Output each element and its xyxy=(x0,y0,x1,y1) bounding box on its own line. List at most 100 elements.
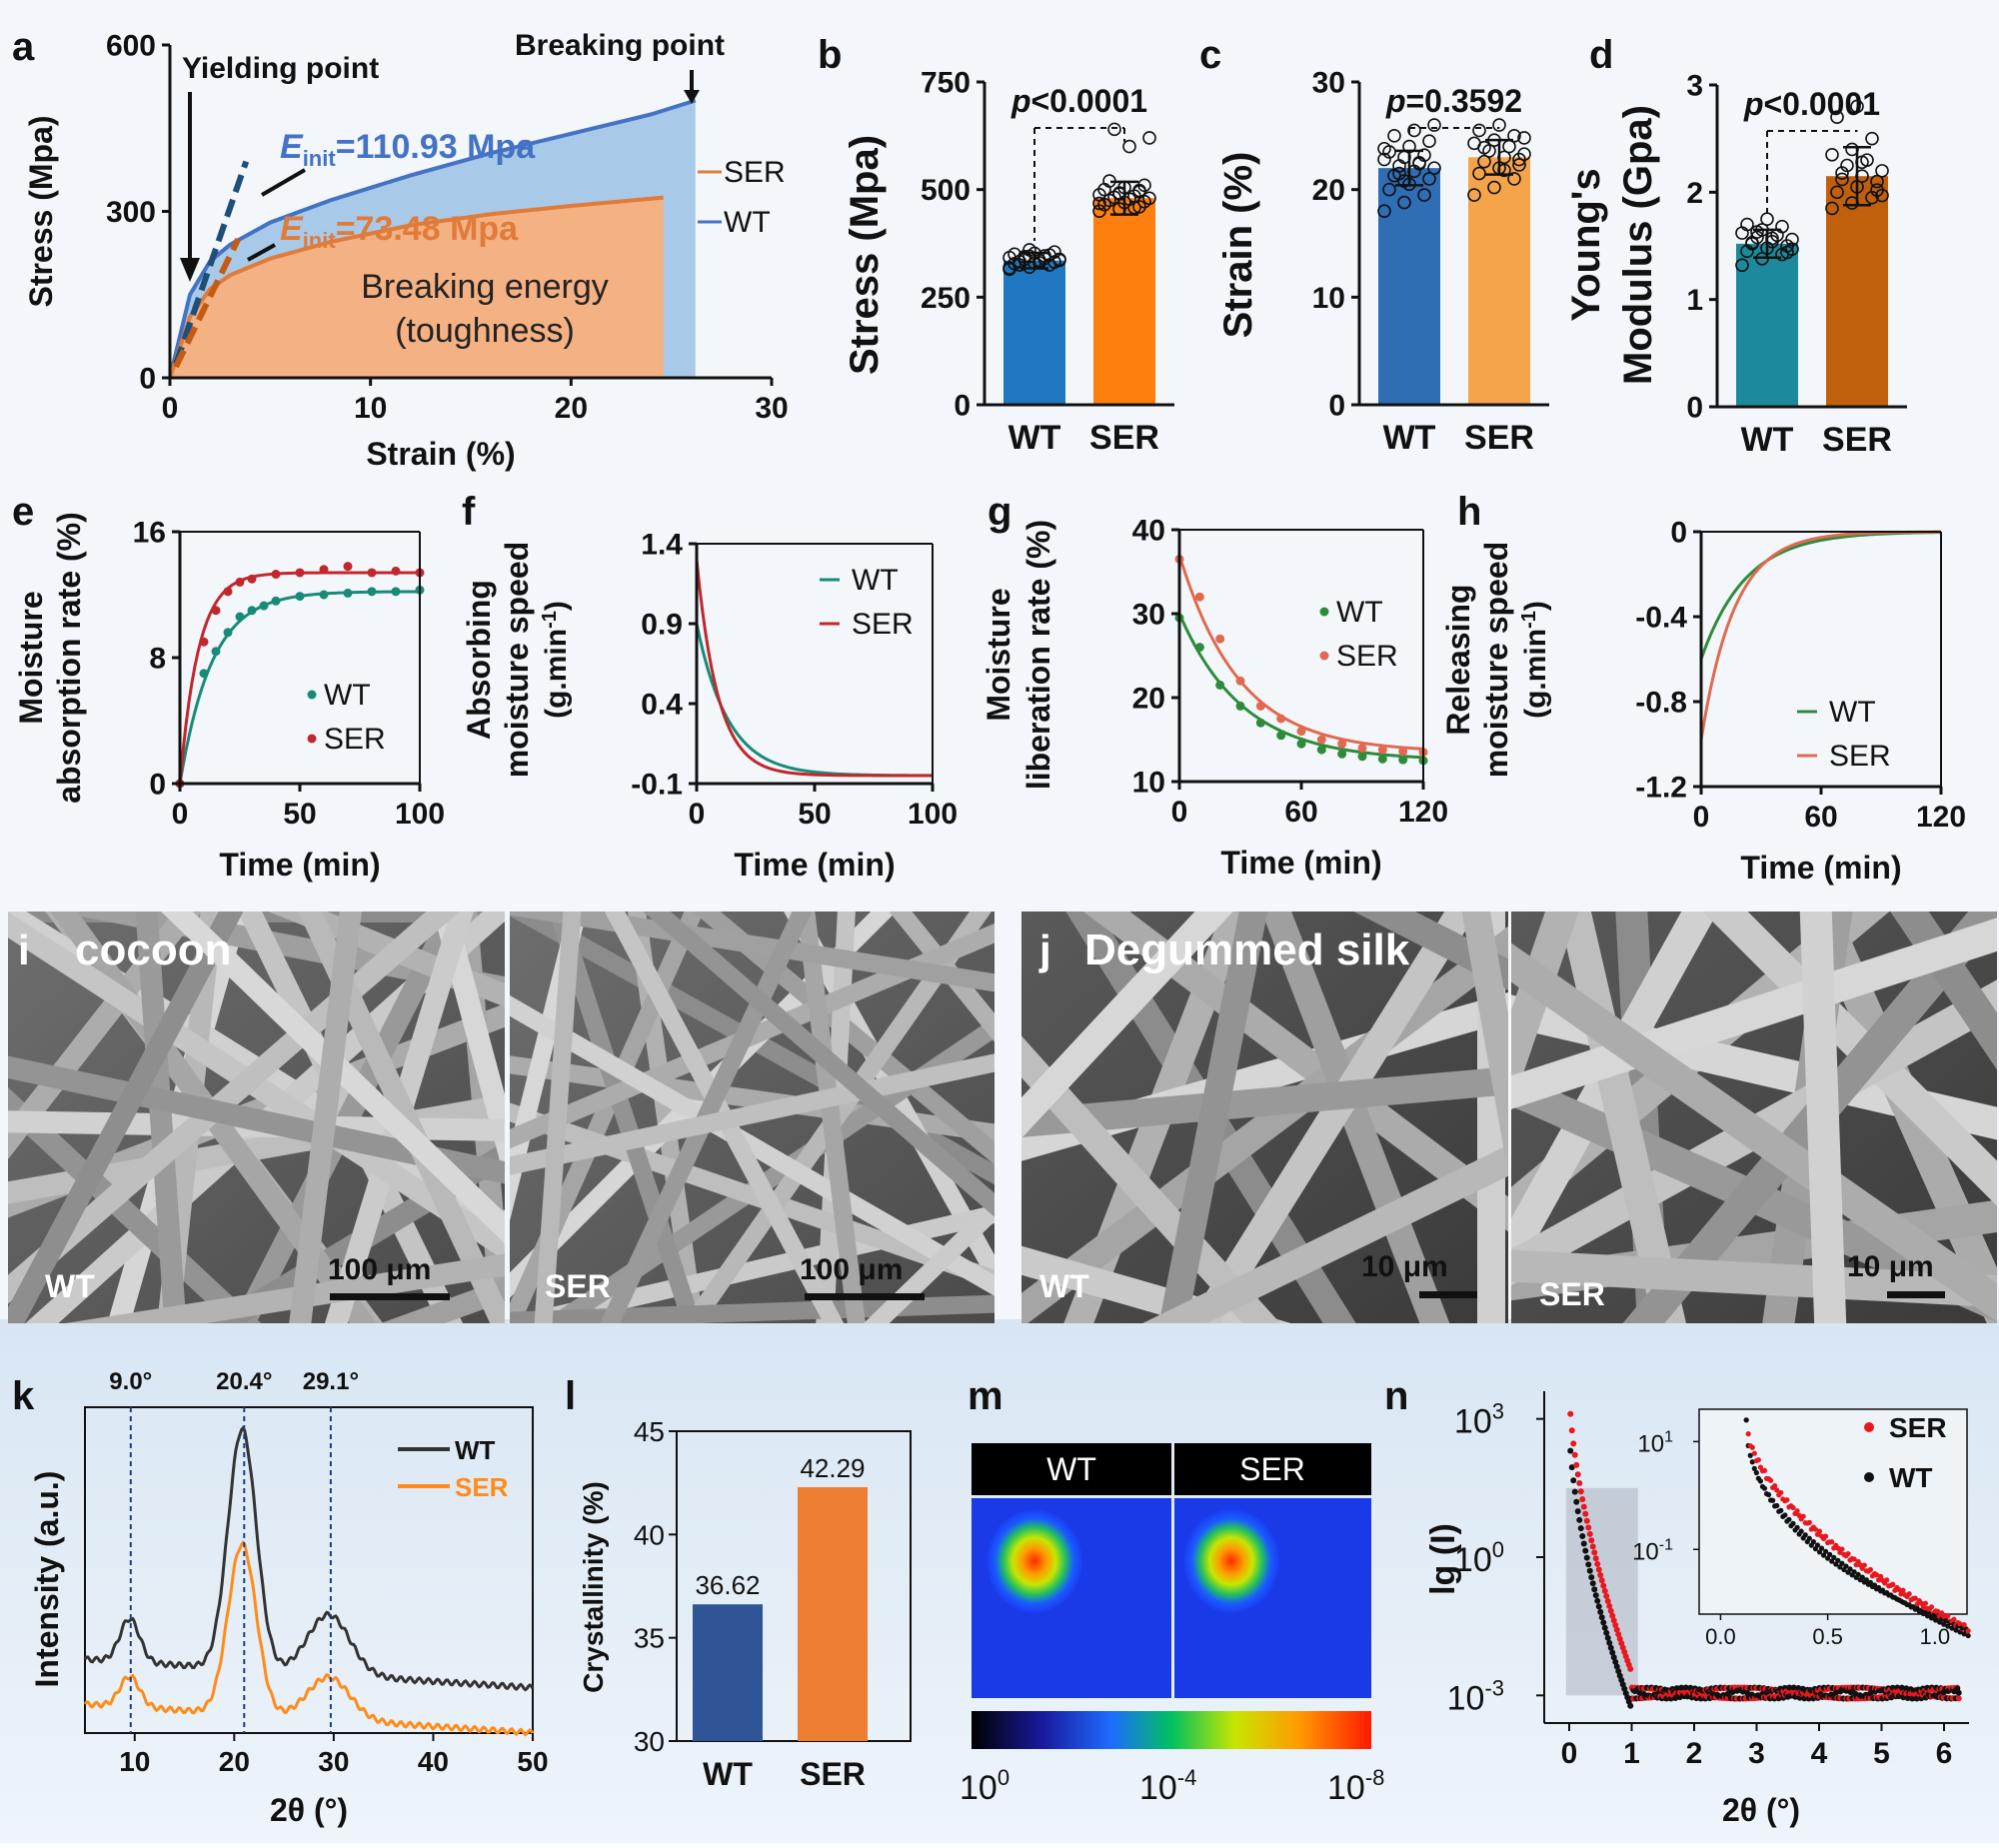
scatter-point-wt xyxy=(1604,1634,1611,1641)
xrd-curve-ser xyxy=(83,1540,535,1737)
sem-fiber xyxy=(1353,912,1508,990)
scatter-point-ser xyxy=(1570,1440,1577,1447)
scatter-point-ser xyxy=(1597,1572,1604,1579)
x-tick-label: 0 xyxy=(162,392,179,425)
inset-point-wt xyxy=(1743,1417,1749,1423)
inset-point-ser xyxy=(1745,1431,1751,1437)
data-point xyxy=(1412,157,1426,171)
inset-point-ser xyxy=(1774,1487,1780,1493)
inset-point-wt xyxy=(1851,1569,1857,1575)
panel-letter-i: i xyxy=(18,926,30,973)
data-point-ser xyxy=(367,568,377,578)
data-point xyxy=(1377,141,1391,156)
scatter-point-wt xyxy=(1613,1663,1620,1670)
x-tick-label: 1 xyxy=(1623,1737,1640,1770)
scatter-point-ser xyxy=(1583,1517,1590,1524)
inset-point-wt xyxy=(1835,1557,1841,1563)
inset-point-ser xyxy=(1839,1546,1845,1552)
data-point-ser xyxy=(1235,676,1245,686)
x-tick-label: 5 xyxy=(1873,1737,1890,1770)
data-point xyxy=(1127,200,1141,215)
inset-point-ser xyxy=(1961,1622,1967,1628)
inset-point-ser xyxy=(1945,1613,1951,1619)
inset-point-ser xyxy=(1900,1587,1906,1593)
x-tick-label: 0 xyxy=(1693,801,1710,834)
panel-letter-g: g xyxy=(988,490,1011,534)
panel-g-liberation: WT SER 10 20 30 40 0 60 120 Time (min) Moisture lib… xyxy=(981,515,1448,882)
scatter-point-ser xyxy=(1577,1488,1584,1495)
data-point-wt xyxy=(1316,745,1326,755)
scatter-point-ser xyxy=(1574,1471,1581,1478)
sem-fiber xyxy=(1186,912,1478,1323)
x-tick-label: 0 xyxy=(1561,1737,1578,1770)
data-point-ser xyxy=(1316,735,1326,745)
data-point-ser xyxy=(1255,701,1265,711)
y-axis-title-line2: liberation rate (%) xyxy=(1020,520,1056,790)
y-tick-label: 1 xyxy=(1686,284,1703,317)
inset-frame xyxy=(1698,1408,1968,1615)
scatter-point-ser xyxy=(1604,1597,1611,1604)
scatter-point-ser xyxy=(1606,1602,1613,1609)
inset-point-ser xyxy=(1794,1508,1800,1514)
data-point xyxy=(1467,188,1481,202)
x-category-label: WT xyxy=(1383,419,1436,457)
y-axis-title: Stress (Mpa) xyxy=(23,115,59,307)
data-point-ser xyxy=(391,566,401,576)
inset-point-ser xyxy=(1790,1504,1796,1511)
saxs-ser-spot xyxy=(1183,1509,1279,1613)
energy-label-2: (toughness) xyxy=(395,312,575,350)
legend-wt-label: WT xyxy=(724,206,771,239)
data-point xyxy=(1397,150,1411,165)
panel-letter-n: n xyxy=(1384,1374,1408,1418)
inset-point-wt xyxy=(1810,1539,1816,1545)
data-point xyxy=(1855,155,1869,170)
inset-point-wt xyxy=(1855,1571,1861,1578)
sem-fiber xyxy=(8,912,244,1323)
energy-label-1: Breaking energy xyxy=(361,268,609,306)
y-tick-label: 0 xyxy=(1686,392,1703,425)
panel-letter-k: k xyxy=(12,1374,35,1418)
y-axis-title-line3: (g.min-1) xyxy=(1518,601,1552,719)
scatter-point-ser xyxy=(1568,1427,1575,1434)
scatter-point-wt xyxy=(1615,1668,1622,1675)
data-point xyxy=(1002,261,1016,275)
scatter-point-ser xyxy=(1573,1461,1580,1468)
scatter-point-ser xyxy=(1955,1695,1962,1702)
sem-fiber xyxy=(1158,912,1268,1323)
data-point xyxy=(1750,225,1764,239)
x-axis-title: Time (min) xyxy=(1740,850,1901,886)
x-category-label: WT xyxy=(1741,421,1794,459)
data-point xyxy=(1507,172,1521,186)
inset-point-ser xyxy=(1749,1444,1755,1450)
scatter-point-ser xyxy=(1582,1510,1589,1517)
inset-point-ser xyxy=(1890,1581,1896,1587)
legend-label-ser: SER xyxy=(1889,1412,1947,1443)
data-point-wt xyxy=(391,587,401,597)
x-tick-label: 50 xyxy=(517,1746,548,1777)
sem-fiber xyxy=(25,912,505,1323)
data-point xyxy=(1497,150,1511,165)
sem-fiber xyxy=(510,1294,995,1323)
inset-point-wt xyxy=(1839,1560,1845,1566)
data-point xyxy=(1855,169,1869,184)
x-category-label: SER xyxy=(800,1756,866,1792)
scatter-point-ser xyxy=(1627,1665,1634,1672)
inset-point-ser xyxy=(1873,1572,1880,1578)
x-tick-label: 0 xyxy=(689,798,706,831)
sem-fiber xyxy=(643,912,995,1217)
x-axis-title: 2θ (°) xyxy=(270,1792,348,1828)
x-tick-label: 120 xyxy=(1398,796,1448,829)
data-point-ser xyxy=(199,637,209,647)
sem-fiber xyxy=(50,912,377,1323)
data-point-ser xyxy=(1215,634,1225,644)
inset-point-ser xyxy=(1928,1604,1935,1610)
sem-fiber xyxy=(1890,912,1997,1070)
bar-wt xyxy=(693,1604,763,1741)
scatter-point-ser xyxy=(1615,1631,1622,1638)
data-point-ser xyxy=(1296,727,1306,737)
x-category-label: WT xyxy=(1008,419,1061,457)
e-init-ser-arrow xyxy=(247,243,276,262)
sem-fiber xyxy=(298,912,505,1323)
sem-fiber-texture xyxy=(8,912,1997,1323)
legend-ser-label: SER xyxy=(724,156,786,189)
